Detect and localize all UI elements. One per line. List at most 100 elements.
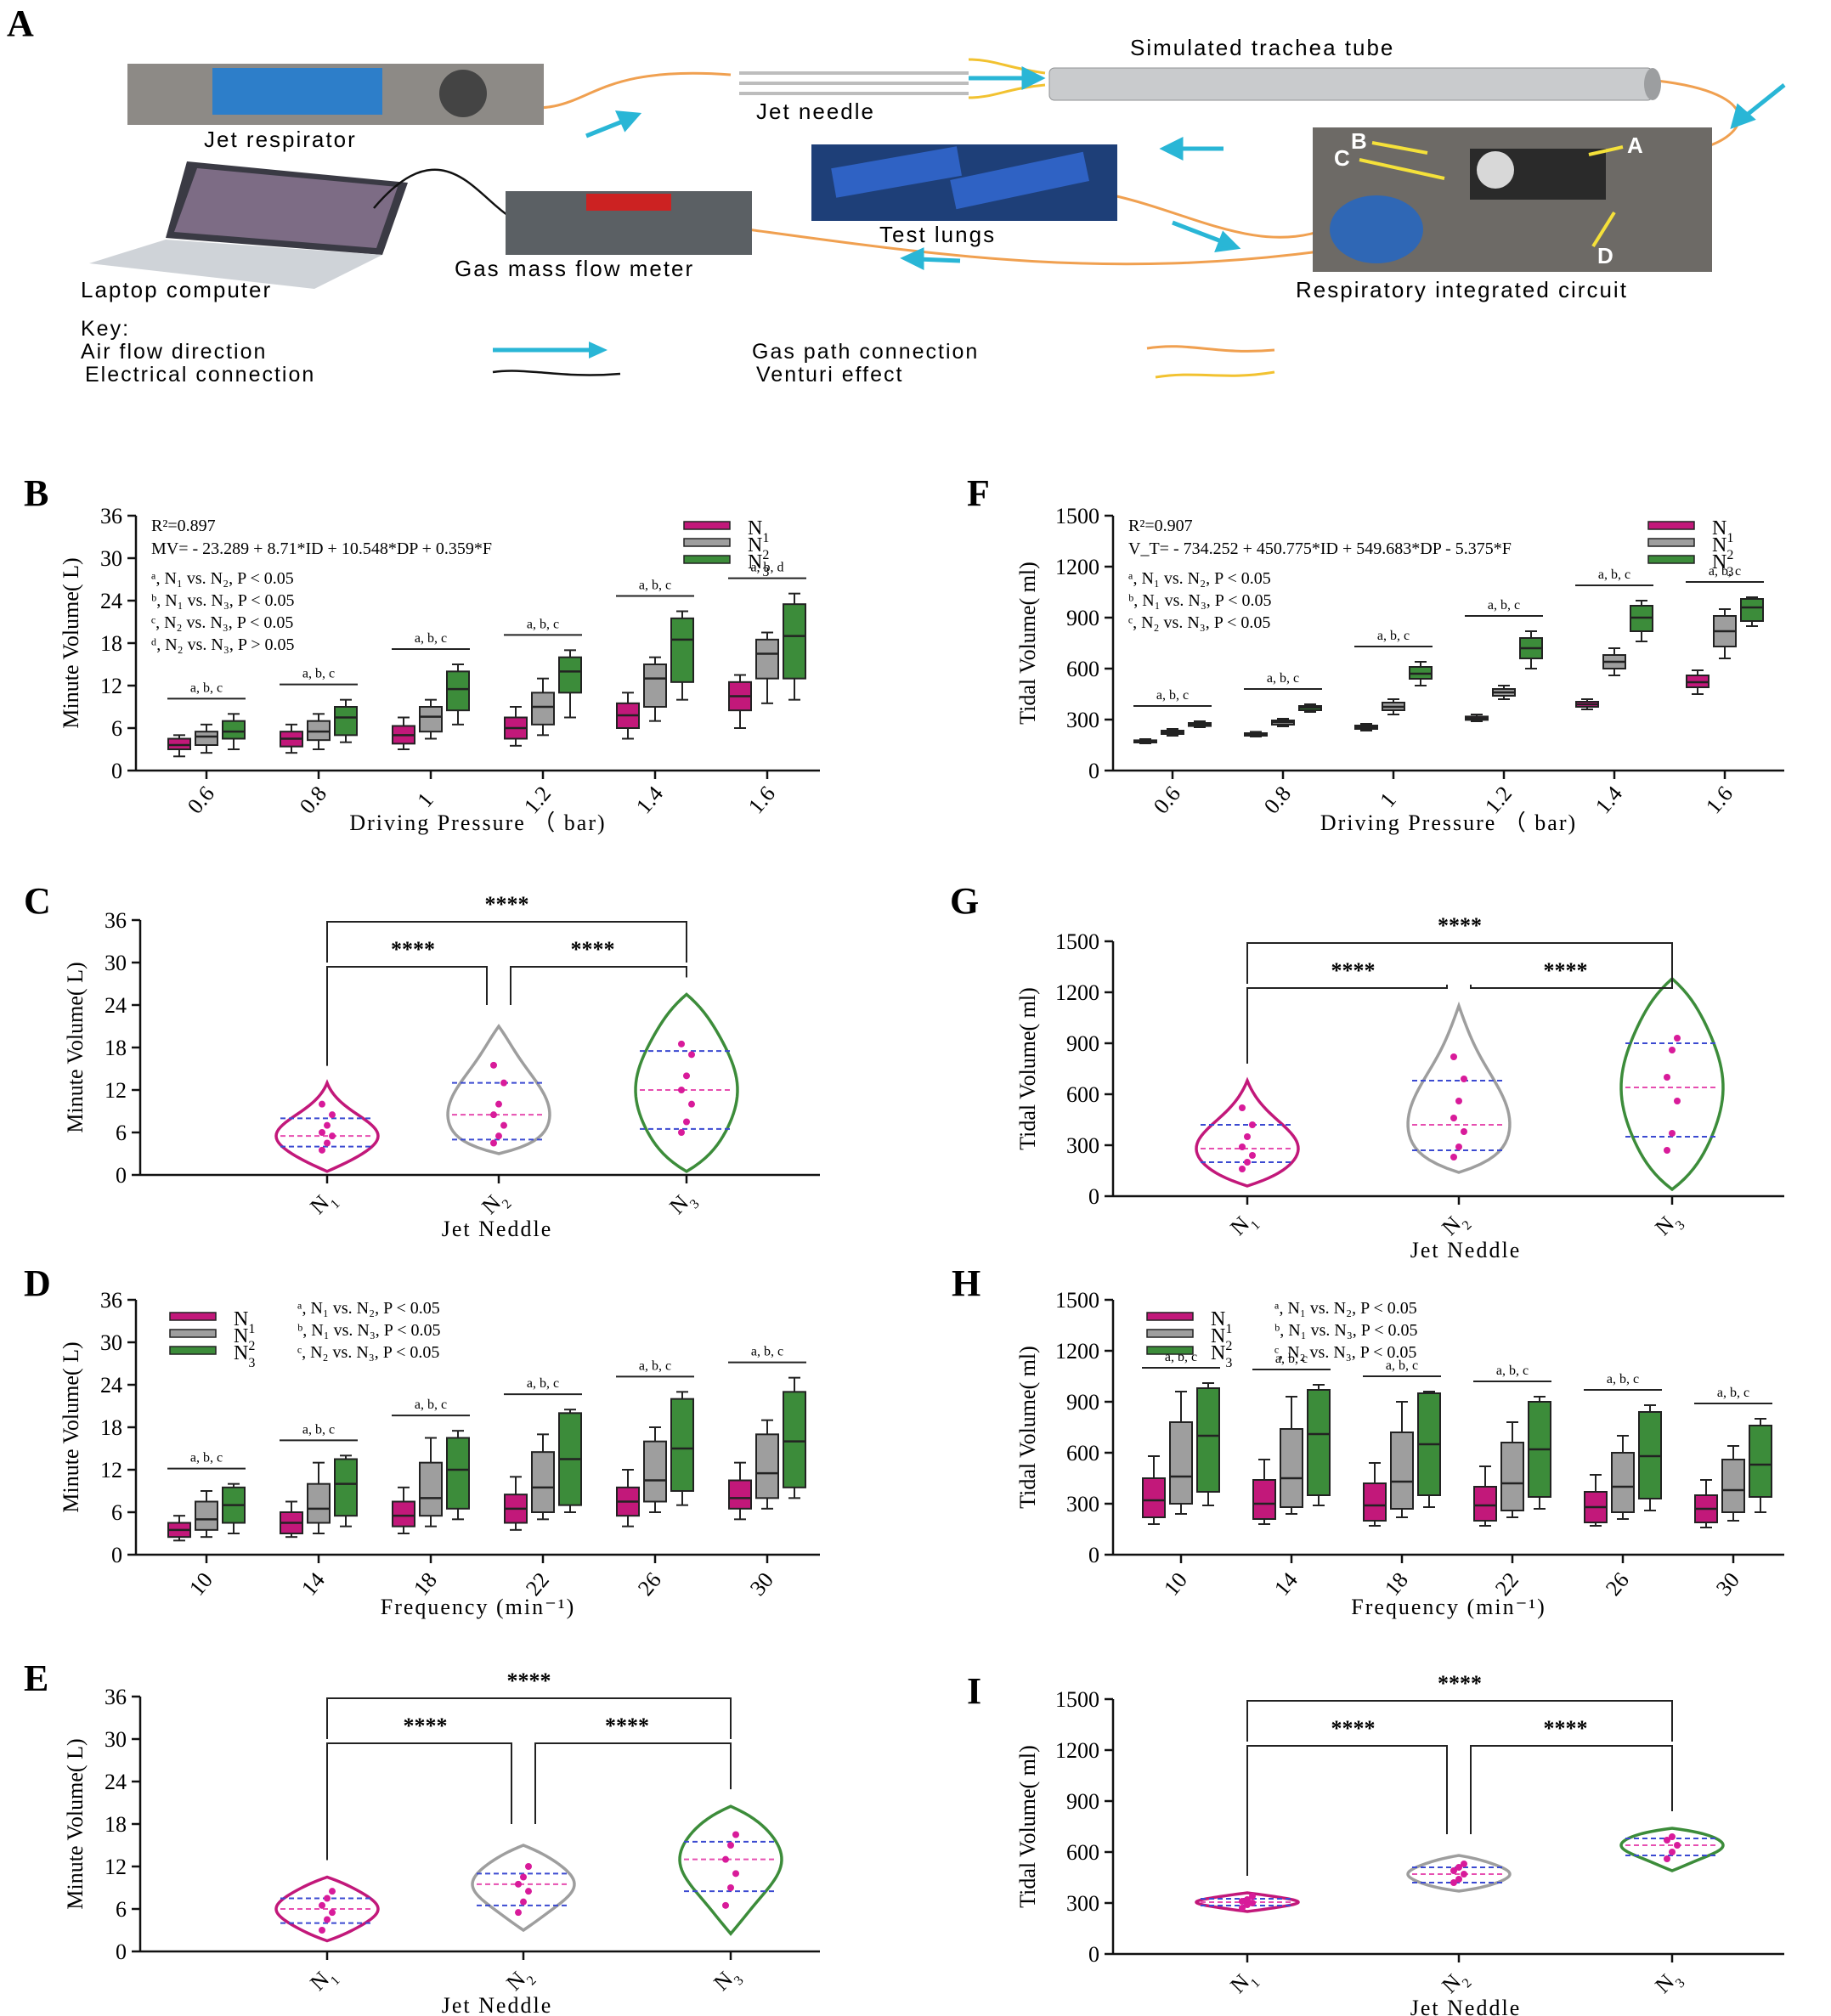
violin-data-point [319,1100,325,1108]
legend-swatch-n2 [1146,1329,1194,1338]
violin-data-point [1239,1166,1246,1172]
significance-letters: a, b, c [1267,671,1299,686]
x-tick-label: 1.6 [743,782,780,819]
violin-data-point [727,1884,734,1891]
violin-n2 [1406,1001,1512,1174]
x-axis-title: Driving Pressure （ bar) [1320,810,1577,835]
jet-respirator-label: Jet respirator [204,127,357,152]
violin-data-point [732,1870,739,1878]
box-n1 [728,1479,752,1510]
violin-data-point [688,1051,695,1059]
x-tick-label: 14 [297,1567,330,1601]
violin-data-point [500,1079,507,1087]
x-tick-label: 30 [745,1567,778,1601]
violin-data-point [1450,1154,1457,1160]
significance-stars: **** [1544,1716,1588,1741]
box-n3 [558,656,582,694]
significance-note: ᵃ, N₁ vs. N₂, P < 0.05 [1128,569,1271,588]
violin-data-point [1239,1104,1246,1111]
x-axis-title: Frequency (min⁻¹) [1351,1595,1546,1619]
significance-stars: **** [1438,1671,1482,1696]
violin-data-point [329,1888,336,1895]
x-tick-label: 1.4 [1591,782,1627,819]
significance-bracket [1470,1745,1673,1834]
violin-data-point [678,1129,685,1136]
y-tick-label: 12 [105,1855,127,1879]
regression-equation: V_T= - 734.252 + 450.775*ID + 549.683*DP… [1128,539,1512,558]
violin-n3 [634,992,739,1173]
significance-letters: a, b, d [750,561,783,575]
y-tick-label: 1200 [1055,1738,1099,1763]
box-n1 [1252,1479,1276,1520]
significance-letters: a, b, c [639,1358,671,1373]
box-n3 [446,670,470,712]
violin-data-point [1461,1076,1467,1082]
significance-letters: a, b, c [1607,1372,1639,1386]
violin-data-point [1461,1861,1467,1867]
x-tick-label: N3 [709,1962,746,1999]
significance-letters: a, b, c [1386,1358,1418,1373]
x-tick-label: 26 [1601,1567,1634,1601]
violin-data-point [1455,1876,1462,1883]
x-tick-label: N1 [1225,1206,1263,1244]
significance-stars: **** [1331,958,1376,983]
violin-data-point [1455,1144,1462,1150]
y-tick-label: 1200 [1055,555,1099,579]
violin-data-point [525,1863,532,1870]
significance-bracket [534,1742,732,1824]
box-n2 [755,1433,779,1499]
violin-data-point [515,1880,522,1888]
legend-swatch-n2 [1647,538,1695,547]
venturi-line [968,58,1046,75]
key-air-flow-label: Air flow direction [81,340,267,364]
significance-bracket [1246,985,1448,1064]
y-tick-label: 30 [100,1330,122,1355]
x-tick-label: 0.6 [1149,782,1185,819]
significance-letters: a, b, c [1377,629,1410,643]
significance-bracket [326,966,488,1066]
x-tick-label: N1 [305,1962,342,1999]
box-n2 [419,706,443,733]
significance-note: ᵇ, N₁ vs. N₃, P < 0.05 [1274,1321,1417,1340]
y-tick-label: 6 [111,716,122,741]
legend-swatch-n3 [1647,555,1695,564]
gas-path-line [1112,194,1326,239]
y-tick-label: 0 [1088,1184,1099,1209]
y-axis-title: Tidal Volume( ml) [1015,1346,1040,1509]
y-tick-label: 600 [1066,1082,1099,1107]
x-axis-title: Jet Neddle [1410,1238,1521,1262]
significance-bracket [326,1742,512,1861]
laptop-image [89,161,408,289]
violin-data-point [1249,1893,1256,1900]
box-n2 [1280,1428,1303,1508]
regression-r2: R²=0.907 [1128,517,1193,535]
y-tick-label: 300 [1066,1891,1099,1916]
y-tick-label: 24 [100,589,122,613]
significance-note: ᵃ, N₁ vs. N₂, P < 0.05 [151,569,294,588]
significance-stars: **** [571,937,615,962]
box-n2 [307,1482,331,1524]
violin-data-point [525,1888,532,1895]
box-n3 [670,1398,694,1492]
violin-data-point [1239,1144,1246,1150]
significance-note: ᶜ, N₂ vs. N₃, P < 0.05 [1274,1343,1416,1362]
significance-note: ᵇ, N₁ vs. N₃, P < 0.05 [297,1321,440,1340]
violin-data-point [520,1898,527,1906]
legend-swatch-n1 [1146,1312,1194,1321]
x-tick-label: 0.8 [1259,782,1296,819]
trachea-tube-image [1048,67,1653,101]
y-tick-label: 30 [105,1727,127,1752]
x-tick-label: 1.4 [631,782,668,819]
significance-note: ᵃ, N₁ vs. N₂, P < 0.05 [1274,1299,1417,1318]
y-axis-title: Tidal Volume( ml) [1015,987,1040,1150]
y-tick-label: 1200 [1055,980,1099,1005]
y-tick-label: 300 [1066,1492,1099,1516]
violin-data-point [1664,1147,1670,1154]
significance-stars: **** [391,937,435,962]
y-tick-label: 600 [1066,1441,1099,1465]
violin-n2 [471,1844,576,1933]
violin-data-point [500,1121,507,1129]
significance-stars: **** [1438,913,1482,938]
air-flow-arrows [585,65,1786,271]
